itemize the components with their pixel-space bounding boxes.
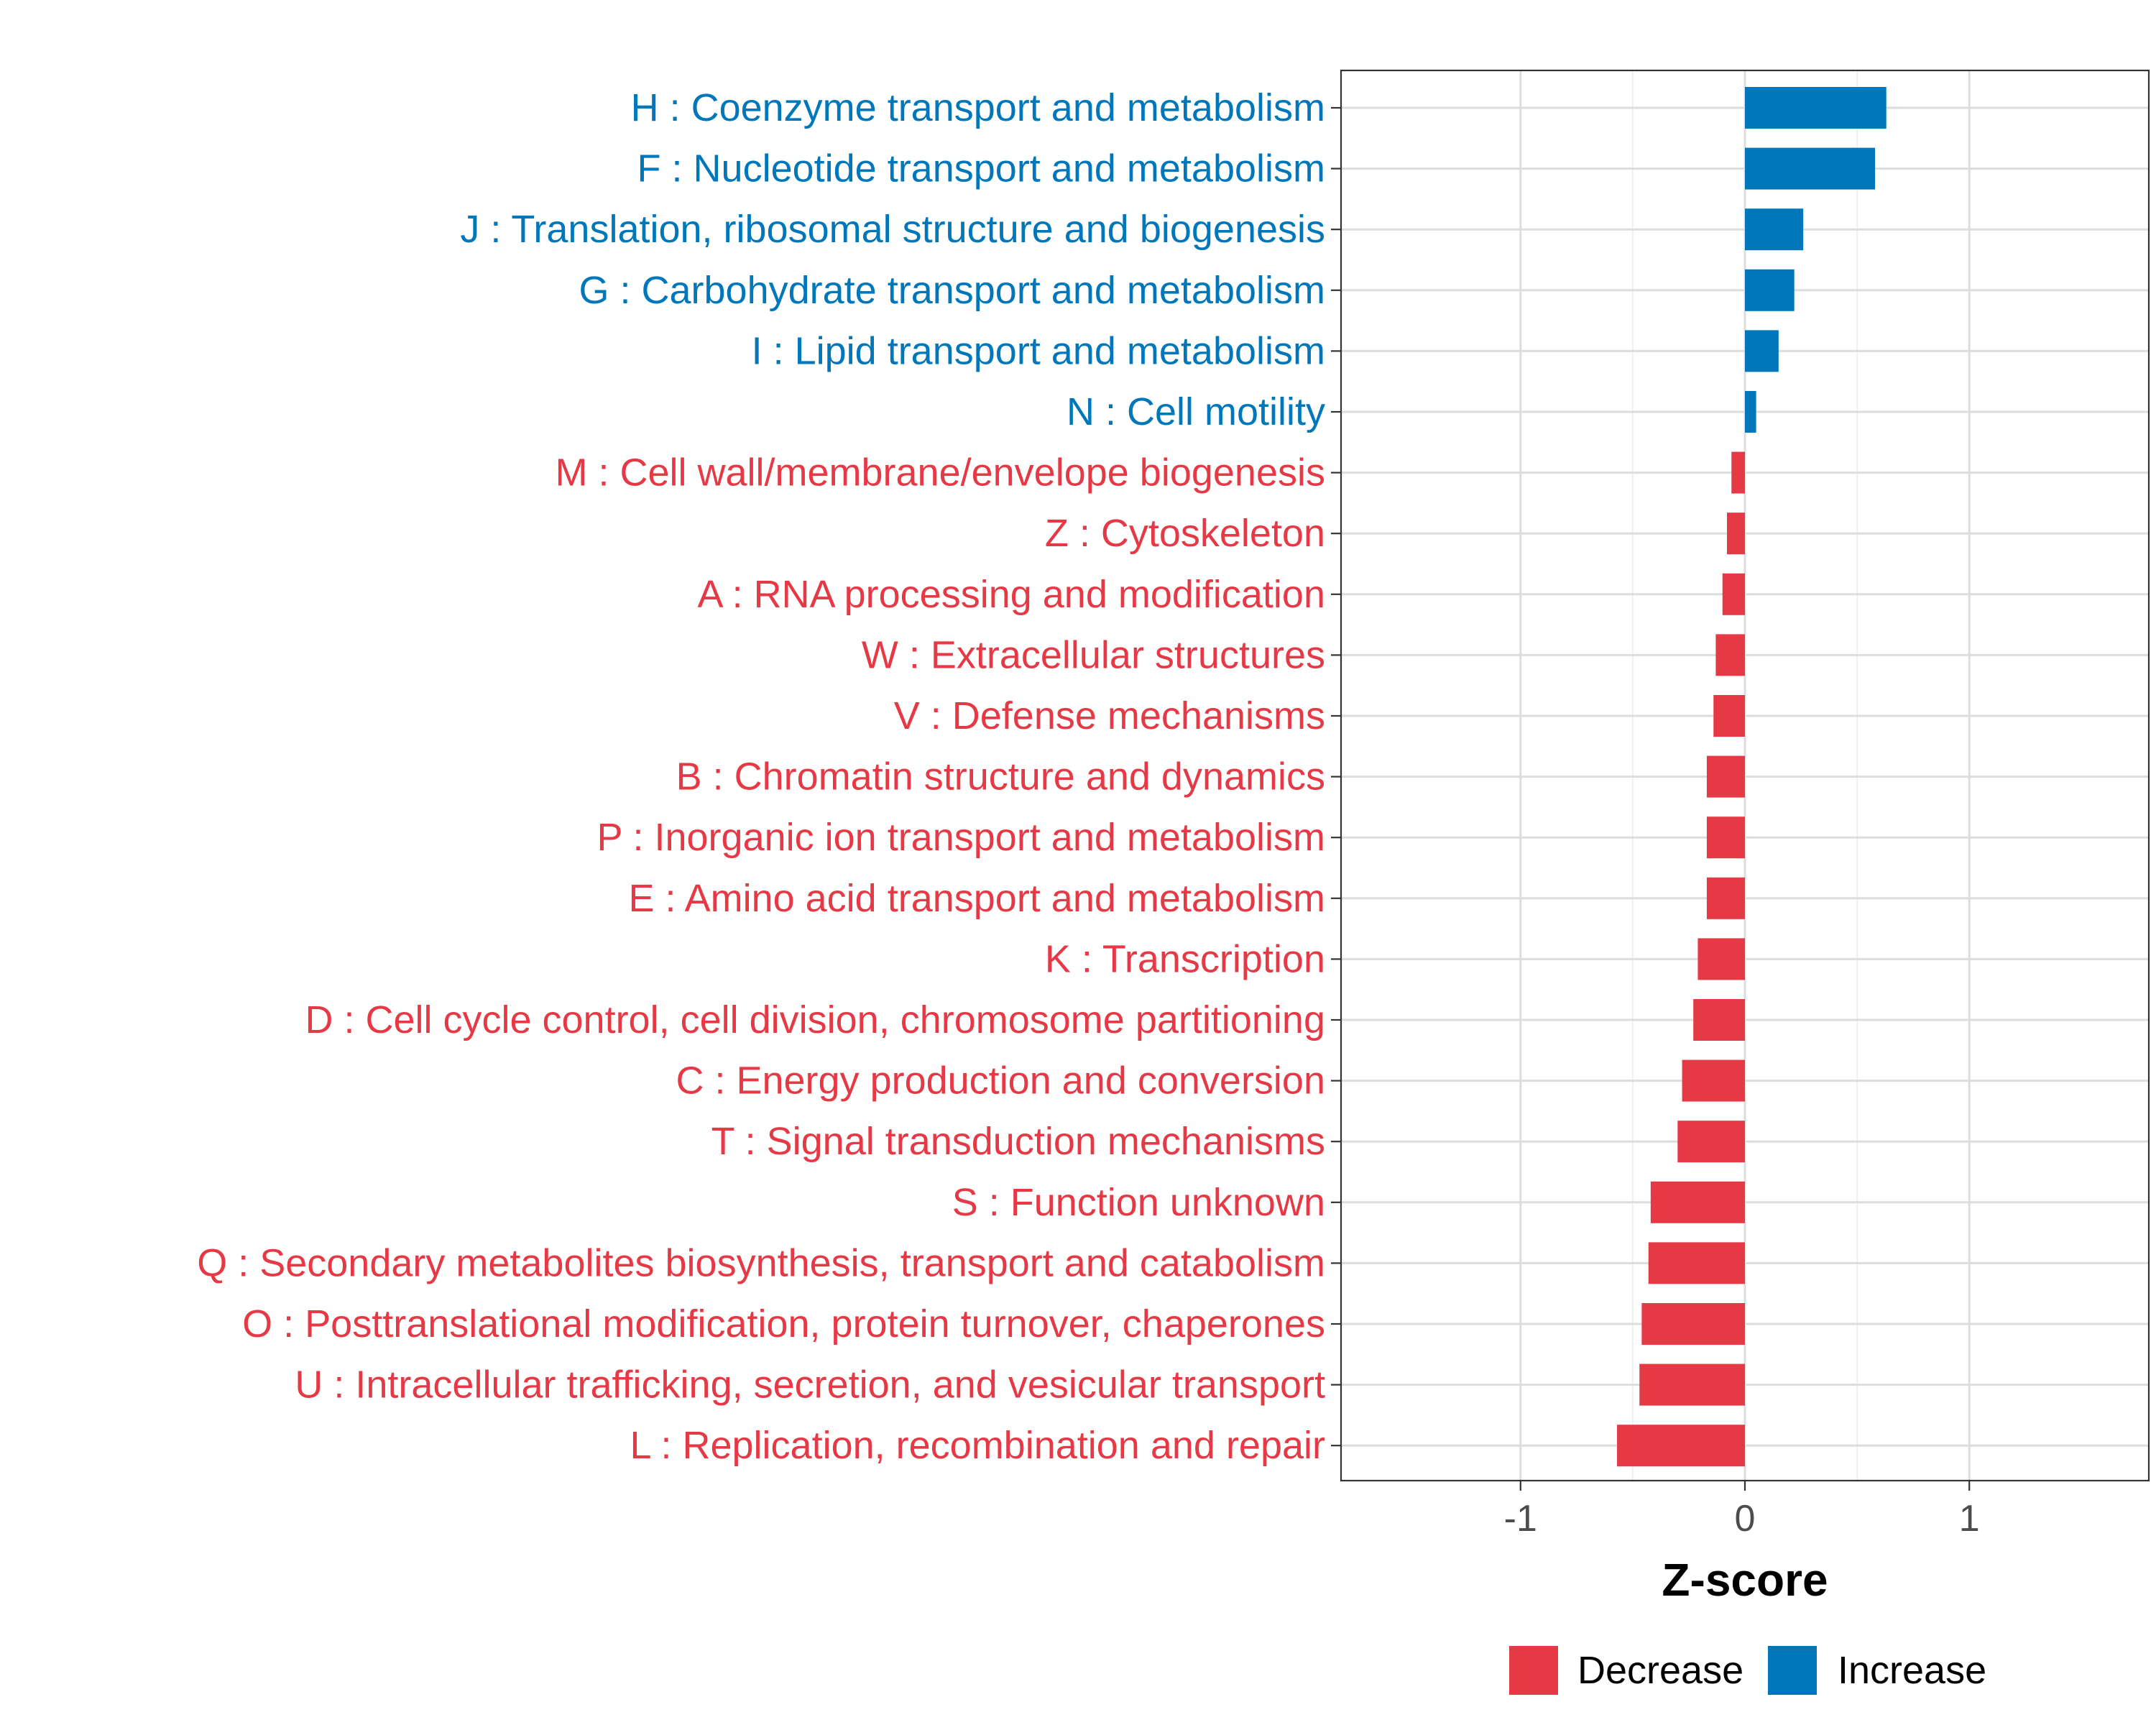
bar-19 (1650, 1181, 1745, 1223)
x-axis: -1 0 1 (1504, 1481, 1980, 1540)
y-tick-label: U : Intracellular trafficking, secretion… (295, 1363, 1325, 1407)
bar-3 (1745, 208, 1804, 251)
bar-6 (1745, 391, 1756, 433)
y-axis: H : Coenzyme transport and metabolism F :… (197, 86, 1341, 1467)
y-tick-label: W : Extracellular structures (862, 633, 1325, 676)
y-tick-label: D : Cell cycle control, cell division, c… (305, 998, 1325, 1041)
y-tick-label: T : Signal transduction mechanisms (711, 1120, 1325, 1163)
y-tick-label: I : Lipid transport and metabolism (752, 329, 1325, 372)
bar-4 (1745, 269, 1795, 311)
bar-7 (1731, 451, 1745, 494)
y-tick-label: A : RNA processing and modification (698, 573, 1325, 616)
y-tick-label: H : Coenzyme transport and metabolism (631, 86, 1325, 129)
y-tick-label: L : Replication, recombination and repai… (630, 1424, 1325, 1467)
y-tick-label: M : Cell wall/membrane/envelope biogenes… (555, 451, 1325, 494)
y-tick-label: N : Cell motility (1067, 390, 1325, 433)
bar-16 (1693, 999, 1745, 1041)
y-tick-label: E : Amino acid transport and metabolism (629, 877, 1325, 920)
x-tick-label: 0 (1735, 1498, 1756, 1540)
bar-18 (1677, 1121, 1745, 1163)
y-tick-label: P : Inorganic ion transport and metaboli… (596, 816, 1325, 859)
bar-5 (1745, 330, 1779, 372)
legend: Decrease Increase (1509, 1646, 1986, 1695)
bar-14 (1706, 877, 1745, 919)
bar-8 (1727, 512, 1745, 555)
legend-label: Increase (1838, 1649, 1986, 1692)
bar-23 (1617, 1425, 1745, 1467)
y-tick-label: F : Nucleotide transport and metabolism (637, 147, 1325, 190)
y-tick-label: G : Carbohydrate transport and metabolis… (579, 269, 1326, 312)
bar-20 (1648, 1242, 1745, 1284)
x-axis-title: Z-score (1662, 1554, 1828, 1606)
bar-9 (1722, 573, 1745, 615)
bar-2 (1745, 147, 1876, 190)
y-tick-label: C : Energy production and conversion (676, 1059, 1325, 1103)
bar-22 (1639, 1363, 1745, 1406)
legend-label: Decrease (1577, 1649, 1743, 1692)
bar-12 (1706, 755, 1745, 798)
x-tick-label: -1 (1504, 1498, 1537, 1540)
y-tick-label: B : Chromatin structure and dynamics (676, 755, 1325, 799)
y-tick-label: V : Defense mechanisms (894, 694, 1325, 737)
y-tick-label: Z : Cytoskeleton (1045, 512, 1325, 555)
bar-10 (1715, 634, 1745, 676)
bar-15 (1697, 938, 1745, 980)
legend-key-increase (1768, 1646, 1817, 1695)
bar-1 (1745, 87, 1886, 129)
legend-key-decrease (1509, 1646, 1558, 1695)
y-tick-label: K : Transcription (1045, 937, 1325, 980)
y-tick-label: O : Posttranslational modification, prot… (242, 1302, 1325, 1346)
bar-13 (1706, 816, 1745, 859)
x-tick-label: 1 (1959, 1498, 1980, 1540)
bar-17 (1682, 1059, 1745, 1102)
y-tick-label: Q : Secondary metabolites biosynthesis, … (197, 1241, 1325, 1284)
bars (1617, 87, 1886, 1467)
y-tick-label: J : Translation, ribosomal structure and… (460, 208, 1325, 251)
bar-21 (1641, 1303, 1745, 1345)
y-tick-label: S : Function unknown (952, 1181, 1325, 1224)
bar-11 (1713, 695, 1745, 737)
